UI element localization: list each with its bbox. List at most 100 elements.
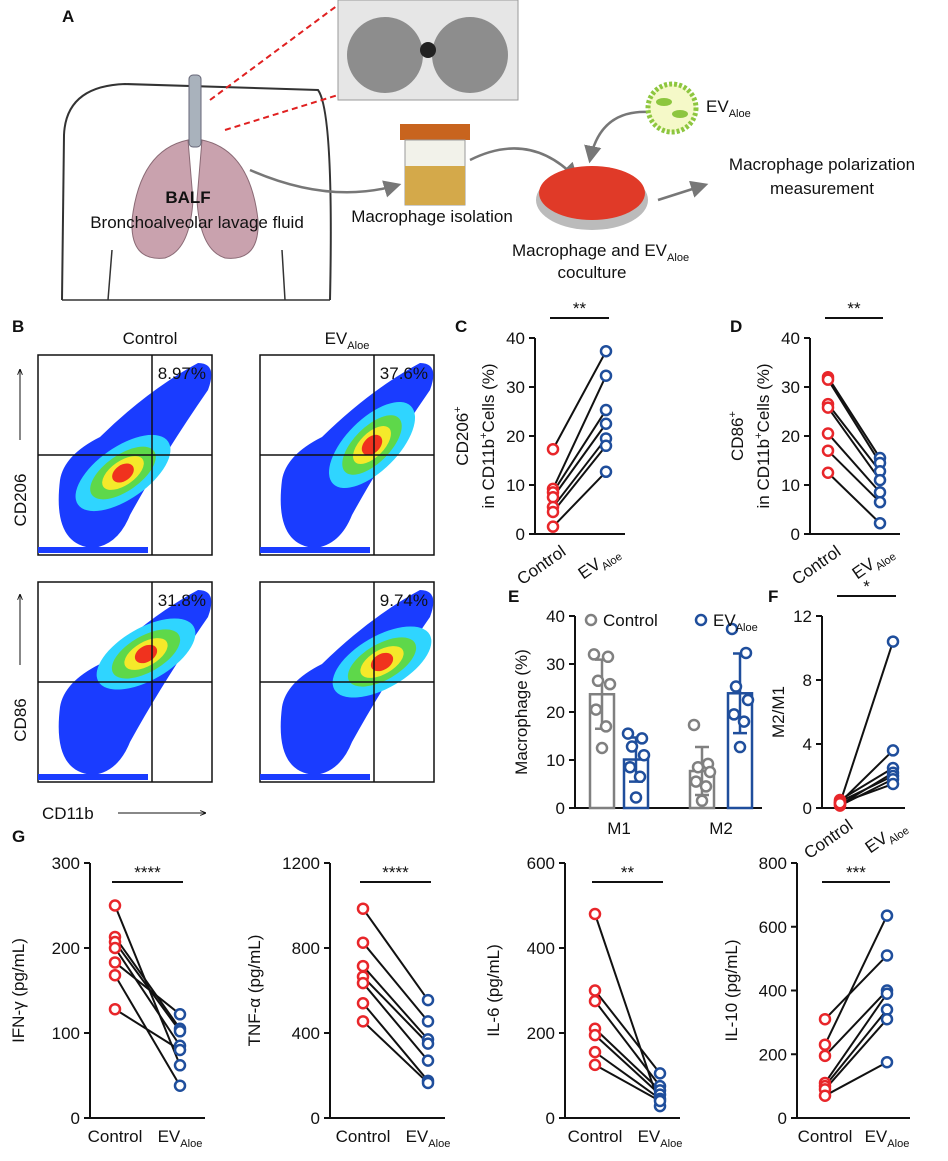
x-tick-label: EVAloe bbox=[406, 1127, 451, 1150]
point bbox=[737, 715, 751, 728]
pair-line bbox=[824, 954, 888, 1020]
point bbox=[108, 956, 122, 969]
flow-plot: 9.74% bbox=[259, 581, 435, 783]
point bbox=[739, 646, 753, 660]
point bbox=[588, 1045, 602, 1059]
point bbox=[546, 505, 560, 519]
y-axis-title: IL-6 (pg/mL) bbox=[484, 944, 503, 1037]
pair-line bbox=[362, 965, 429, 1041]
diagram-text: Macrophage isolation bbox=[351, 207, 513, 226]
point bbox=[689, 775, 703, 788]
pair-line bbox=[824, 1008, 888, 1087]
pair-line bbox=[362, 982, 429, 1062]
flow-plot: 31.8% bbox=[37, 581, 213, 783]
point bbox=[356, 902, 370, 915]
point bbox=[637, 748, 651, 762]
point bbox=[595, 741, 609, 755]
point bbox=[599, 465, 613, 479]
pair-line bbox=[362, 908, 429, 1001]
pair-line bbox=[839, 775, 894, 803]
point bbox=[173, 1059, 187, 1072]
panel-label: G bbox=[12, 827, 25, 846]
y-tick-label: 40 bbox=[546, 607, 565, 626]
y-tick-label: 1200 bbox=[282, 854, 320, 873]
panel-label: F bbox=[768, 587, 778, 606]
point bbox=[886, 777, 900, 791]
text-part: EV bbox=[713, 611, 736, 630]
significance: * bbox=[863, 577, 870, 596]
point bbox=[108, 899, 122, 912]
point bbox=[818, 1089, 832, 1102]
text-part: Aloe bbox=[600, 551, 625, 574]
pair-line bbox=[114, 961, 181, 1016]
y-tick-label: 0 bbox=[778, 1109, 787, 1128]
point bbox=[703, 765, 717, 779]
panel-label: E bbox=[508, 587, 519, 606]
point bbox=[421, 1015, 435, 1028]
pair-line bbox=[839, 641, 894, 804]
text-part: Cells (%) bbox=[479, 363, 498, 432]
text-part: Macrophage and EV bbox=[512, 241, 668, 260]
point bbox=[880, 909, 894, 922]
x-tick-label: Control bbox=[788, 542, 844, 589]
text-part: Cells (%) bbox=[754, 363, 773, 432]
axes bbox=[89, 863, 205, 1119]
diagram-text: Bronchoalveolar lavage fluid bbox=[90, 213, 304, 232]
x-tick-label: EVAloe bbox=[865, 1127, 910, 1150]
point bbox=[653, 1094, 667, 1108]
y-tick-label: 10 bbox=[506, 476, 525, 495]
text-part: Aloe bbox=[729, 108, 751, 120]
schematic bbox=[61, 0, 709, 301]
point bbox=[356, 936, 370, 949]
pair-line bbox=[552, 437, 607, 508]
column-title: EVAloe bbox=[325, 329, 370, 352]
significance: ** bbox=[573, 299, 587, 318]
gate-value: 31.8% bbox=[158, 591, 206, 610]
point bbox=[880, 949, 894, 962]
y-tick-label: 20 bbox=[781, 427, 800, 446]
x-tick-label: Control bbox=[800, 816, 856, 863]
point bbox=[587, 648, 601, 661]
point bbox=[108, 941, 122, 955]
point bbox=[873, 486, 887, 499]
text-part: EV bbox=[638, 1127, 661, 1146]
point bbox=[621, 727, 635, 740]
point bbox=[633, 770, 647, 784]
pair-line bbox=[114, 947, 181, 1047]
panel-label: C bbox=[455, 317, 467, 336]
point bbox=[741, 693, 755, 707]
pair-line bbox=[114, 936, 181, 1030]
point bbox=[589, 703, 603, 716]
text-part: Aloe bbox=[347, 340, 369, 352]
x-tick-label: Control bbox=[798, 1127, 853, 1146]
point bbox=[699, 780, 713, 793]
point bbox=[695, 794, 709, 808]
pair-line bbox=[594, 1034, 661, 1096]
pair-line bbox=[827, 449, 881, 503]
point bbox=[173, 1079, 187, 1092]
point bbox=[588, 907, 602, 921]
point bbox=[880, 1055, 894, 1069]
x-tick-label: EVAloe bbox=[638, 1127, 683, 1150]
point bbox=[873, 516, 887, 530]
point bbox=[625, 740, 639, 753]
y-axis-title: in CD11b+Cells (%) bbox=[753, 363, 773, 508]
pair-line bbox=[552, 375, 607, 490]
point bbox=[601, 650, 615, 664]
pair-line bbox=[594, 1051, 661, 1100]
point bbox=[818, 1049, 832, 1063]
axis-title: CD86 bbox=[11, 698, 30, 741]
y-tick-label: 20 bbox=[546, 703, 565, 722]
text-part: Aloe bbox=[736, 622, 758, 634]
y-tick-label: 200 bbox=[527, 1024, 555, 1043]
point bbox=[635, 732, 649, 745]
y-axis-title: IL-10 (pg/mL) bbox=[722, 939, 741, 1041]
pair-line bbox=[827, 472, 881, 524]
point bbox=[821, 427, 835, 440]
pair-line bbox=[552, 423, 607, 498]
text-part: EV bbox=[158, 1127, 181, 1146]
density-strip bbox=[38, 774, 148, 780]
point bbox=[653, 1067, 667, 1080]
y-tick-label: 200 bbox=[52, 939, 80, 958]
point bbox=[599, 720, 613, 733]
